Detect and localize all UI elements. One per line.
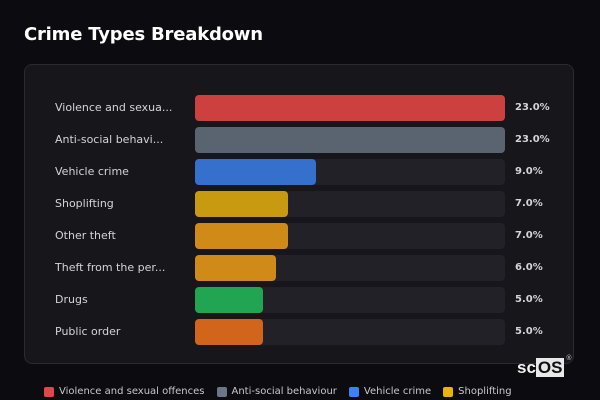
- bar-label: Public order: [55, 325, 121, 338]
- bar-label: Other theft: [55, 229, 116, 242]
- bar-value: 7.0%: [515, 230, 543, 241]
- bar-fill[interactable]: [195, 287, 264, 313]
- bar-label: Shoplifting: [55, 197, 114, 210]
- bar-track: [195, 159, 505, 185]
- bar-value: 23.0%: [515, 134, 550, 145]
- bar-row: Anti-social behavi... 23.0%: [25, 127, 573, 153]
- bar-value: 5.0%: [515, 294, 543, 305]
- legend-item[interactable]: Vehicle crime: [348, 386, 432, 397]
- legend-label: Shoplifting: [458, 386, 512, 397]
- bar-fill[interactable]: [195, 191, 288, 217]
- chart-card: Violence and sexua... 23.0% Anti-social be…: [24, 64, 574, 364]
- bar-value: 5.0%: [515, 326, 543, 337]
- bar-track: [195, 255, 505, 281]
- bar-track: [195, 287, 505, 313]
- bar-track: [195, 191, 505, 217]
- bar-label: Violence and sexua...: [55, 101, 173, 114]
- registered-mark: ®: [566, 355, 572, 362]
- bar-value: 23.0%: [515, 102, 550, 113]
- bar-fill[interactable]: [195, 255, 276, 281]
- legend-label: Violence and sexual offences: [59, 386, 205, 397]
- legend-swatch-icon: [348, 386, 359, 397]
- bar-label: Drugs: [55, 293, 88, 306]
- legend-label: Anti-social behaviour: [231, 386, 337, 397]
- bar-fill[interactable]: [195, 223, 288, 249]
- bar-value: 9.0%: [515, 166, 543, 177]
- bar-row: Vehicle crime 9.0%: [25, 159, 573, 185]
- logo-text-os: OS: [535, 358, 565, 377]
- logo-text-sc: sc: [517, 358, 536, 377]
- scos-logo: sc OS ®: [517, 355, 571, 378]
- legend-item[interactable]: Anti-social behaviour: [216, 386, 337, 397]
- bar-row: Theft from the per... 6.0%: [25, 255, 573, 281]
- bar-row: Drugs 5.0%: [25, 287, 573, 313]
- page-title: Crime Types Breakdown: [24, 24, 263, 45]
- bar-fill[interactable]: [195, 159, 316, 185]
- legend-swatch-icon: [216, 386, 227, 397]
- legend-item[interactable]: Violence and sexual offences: [44, 386, 205, 397]
- bar-label: Vehicle crime: [55, 165, 129, 178]
- bar-fill[interactable]: [195, 127, 505, 153]
- bar-track: [195, 95, 505, 121]
- legend-swatch-icon: [44, 386, 54, 397]
- legend-swatch-icon: [443, 386, 454, 397]
- bar-row: Shoplifting 7.0%: [25, 191, 573, 217]
- bar-label: Anti-social behavi...: [55, 133, 164, 146]
- bar-fill[interactable]: [195, 319, 264, 345]
- bar-value: 7.0%: [515, 198, 543, 209]
- bar-track: [195, 127, 505, 153]
- chart-legend: Violence and sexual offences Anti-social …: [44, 386, 512, 397]
- bar-track: [195, 223, 505, 249]
- legend-label: Vehicle crime: [363, 386, 432, 397]
- bar-track: [195, 319, 505, 345]
- legend-item[interactable]: Shoplifting: [443, 386, 512, 397]
- bar-row: Other theft 7.0%: [25, 223, 573, 249]
- bar-label: Theft from the per...: [55, 261, 166, 274]
- bar-fill[interactable]: [195, 95, 505, 121]
- bar-row: Violence and sexua... 23.0%: [25, 95, 573, 121]
- bar-row: Public order 5.0%: [25, 319, 573, 345]
- bar-value: 6.0%: [515, 262, 543, 273]
